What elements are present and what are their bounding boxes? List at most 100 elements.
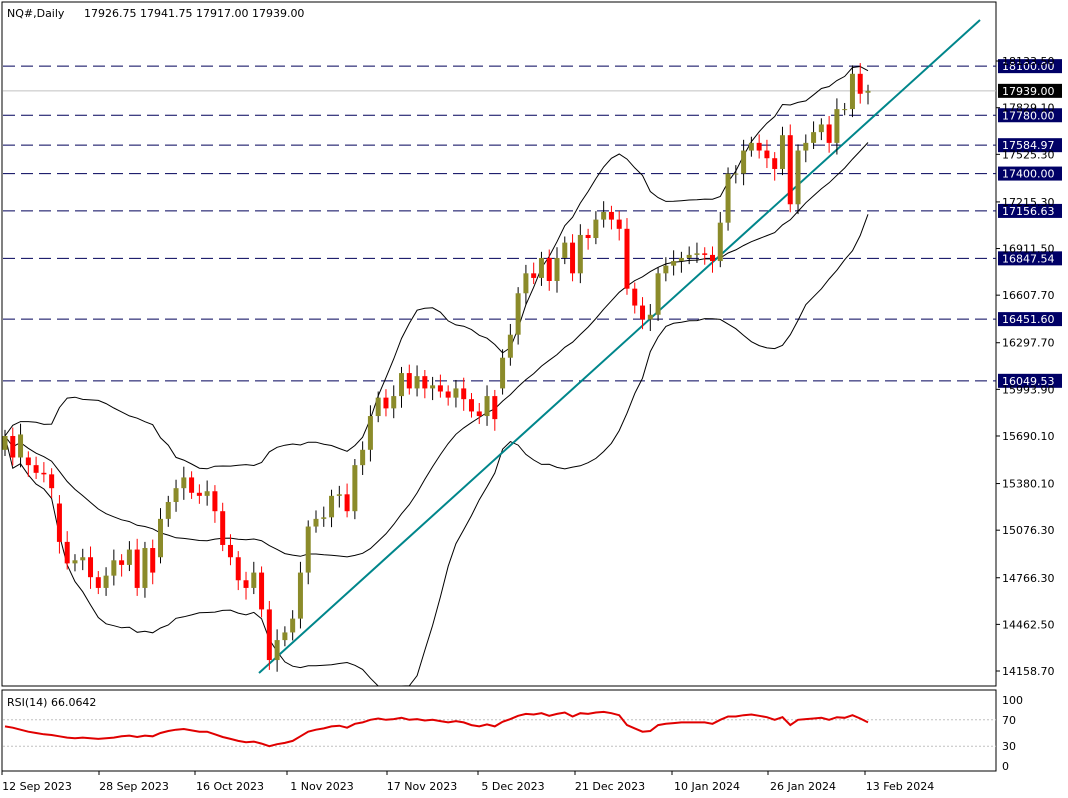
bear-candle [243, 580, 249, 588]
trendline-layer [258, 19, 981, 674]
bull-candle [818, 124, 824, 133]
bull-candle [157, 518, 163, 558]
level-label-bg [998, 203, 1062, 218]
bull-candle [655, 273, 661, 315]
rsi-line [4, 710, 869, 748]
bull-candle [430, 385, 436, 389]
bear-candle [25, 457, 31, 466]
bull-candle [686, 254, 692, 258]
level-label-bg [998, 312, 1062, 327]
price-axis: 18133.50 17829.10 17525.30 17215.30 16911.50… [996, 55, 1055, 678]
price-tick-label: 15380.10 [1002, 478, 1055, 491]
level-label-bg [998, 108, 1062, 123]
bull-candle [142, 548, 148, 588]
bear-candle [492, 396, 498, 420]
time-tick-label: 21 Dec 2023 [575, 780, 645, 793]
bull-candle [391, 396, 397, 409]
bull-candle [453, 388, 459, 398]
bull-candle [733, 173, 739, 175]
bull-candle [538, 257, 544, 278]
level-label: 16451.60 [1002, 313, 1055, 326]
bull-candle [103, 575, 109, 588]
bull-candle [321, 517, 327, 519]
bear-candle [212, 491, 218, 512]
bull-candle [593, 219, 599, 239]
rsi-label: RSI(14) 66.0642 [7, 696, 96, 709]
level-label: 18100.00 [1002, 60, 1055, 73]
bear-candle [857, 73, 863, 94]
bull-candle [678, 257, 684, 262]
level-label-bg [998, 59, 1062, 74]
bull-candle [694, 253, 700, 255]
bull-candle [484, 396, 490, 417]
bull-candle [181, 477, 187, 489]
bull-candle [671, 261, 677, 266]
bollinger-upper [4, 65, 869, 470]
bollinger-middle [4, 142, 869, 558]
bull-candle [111, 560, 117, 576]
price-tick-label: 14158.70 [1002, 665, 1055, 678]
bear-candle [624, 228, 630, 289]
bull-candle [80, 557, 86, 561]
price-tick-label: 17215.30 [1002, 196, 1055, 209]
bear-candle [476, 411, 482, 417]
bear-candle [406, 373, 412, 389]
level-label: 17584.97 [1002, 139, 1055, 152]
time-tick-label: 12 Sep 2023 [2, 780, 72, 793]
price-tick-label: 15076.30 [1002, 524, 1055, 537]
price-tick-label: 16911.50 [1002, 243, 1055, 256]
bollinger-lower [4, 214, 869, 687]
price-tick-label: 15993.90 [1002, 383, 1055, 396]
bear-candle [422, 376, 428, 389]
bear-candle [585, 234, 591, 239]
level-label-bg [998, 138, 1062, 153]
bear-candle [461, 388, 467, 400]
candles-layer [2, 63, 871, 672]
bear-candle [10, 435, 16, 458]
level-label: 16049.53 [1002, 375, 1055, 388]
price-tick-label: 16297.70 [1002, 337, 1055, 350]
bear-candle [640, 305, 646, 320]
bull-candle [375, 397, 381, 417]
bear-candle [344, 494, 350, 512]
price-tick-label: 15690.10 [1002, 430, 1055, 443]
bear-candle [570, 242, 576, 274]
bull-candle [126, 549, 132, 565]
bear-candle [616, 219, 622, 229]
rsi-tick-label: 100 [1002, 694, 1023, 707]
bear-candle [196, 492, 202, 496]
bear-candle [220, 511, 226, 545]
bull-candle [2, 435, 8, 450]
bull-candle [717, 222, 723, 262]
current-price-bg [998, 83, 1062, 98]
bull-candle [725, 173, 731, 223]
bull-candle [741, 150, 747, 174]
bull-candle [367, 416, 373, 450]
rsi-tick-label: 70 [1002, 714, 1016, 727]
bull-candle [834, 109, 840, 143]
level-label-bg [998, 166, 1062, 181]
bull-candle [562, 242, 568, 258]
price-tick-label: 14766.30 [1002, 572, 1055, 585]
bull-candle [811, 132, 817, 143]
bull-candle [842, 109, 848, 111]
rsi-layer: 100 70 30 0 [3, 694, 1023, 773]
bull-candle [274, 640, 280, 661]
bull-candle [663, 265, 669, 274]
bull-candle [795, 150, 801, 205]
level-label-bg [998, 373, 1062, 388]
bull-candle [165, 501, 171, 519]
bear-candle [266, 609, 272, 661]
bull-candle [803, 142, 809, 151]
bear-candle [632, 288, 638, 306]
bear-candle [756, 142, 762, 151]
bear-candle [437, 385, 443, 392]
bear-candle [227, 544, 233, 558]
time-tick-label: 1 Nov 2023 [290, 780, 353, 793]
bull-candle [251, 572, 257, 588]
bear-candle [134, 549, 140, 588]
bull-candle [204, 491, 210, 496]
bull-candle [399, 373, 405, 397]
levels-layer: 18100.00 17780.00 17584.97 17400.00 17156.63… [3, 59, 1062, 388]
